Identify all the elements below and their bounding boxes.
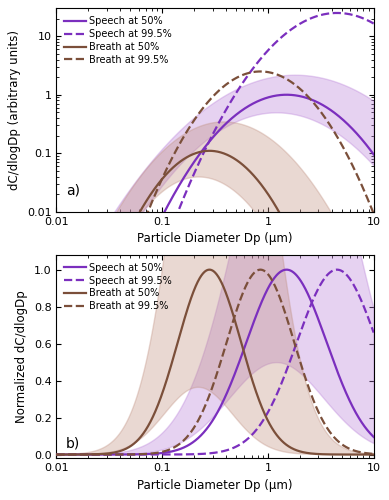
Speech at 99.5% [371,330,376,336]
Breath at 99.5% [74,452,78,458]
Speech at 50% [256,306,261,312]
Y-axis label: dC/dlogDp (arbitrary units): dC/dlogDp (arbitrary units) [8,30,21,190]
Breath at 99.5% [247,277,251,283]
Breath at 50% [247,368,252,374]
Speech at 99.5% [335,10,340,16]
Breath at 50% [257,178,261,184]
Breath at 50% [54,444,59,450]
Breath at 99.5% [328,429,332,435]
Speech at 99.5% [256,58,261,64]
Speech at 99.5% [327,10,332,16]
Speech at 50% [295,274,300,280]
Breath at 50% [74,373,78,379]
Breath at 50% [239,160,244,166]
Speech at 50% [247,332,251,338]
Breath at 99.5% [371,210,376,216]
Line: Breath at 50%: Breath at 50% [56,270,374,454]
Legend: Speech at 50%, Speech at 99.5%, Breath at 50%, Breath at 99.5%: Speech at 50%, Speech at 99.5%, Breath a… [61,260,175,314]
Speech at 99.5% [295,339,300,345]
Breath at 50% [295,246,300,252]
Breath at 99.5% [74,446,78,452]
Speech at 99.5% [54,452,59,458]
Breath at 50% [74,452,78,458]
Speech at 99.5% [335,266,340,272]
Speech at 99.5% [238,83,243,89]
Breath at 50% [371,488,376,494]
Breath at 50% [328,452,332,458]
Breath at 50% [239,339,244,345]
Speech at 99.5% [247,434,251,440]
Breath at 50% [247,168,252,174]
Speech at 50% [371,434,376,440]
Speech at 99.5% [247,71,251,77]
Breath at 99.5% [256,68,261,74]
Speech at 50% [54,452,59,458]
X-axis label: Particle Diameter Dp (μm): Particle Diameter Dp (μm) [137,478,293,492]
Speech at 99.5% [371,20,376,26]
Breath at 50% [257,396,261,402]
Speech at 99.5% [256,424,261,430]
Breath at 50% [295,448,300,454]
Line: Speech at 99.5%: Speech at 99.5% [56,270,374,454]
Speech at 50% [328,348,332,354]
Breath at 99.5% [258,68,263,74]
Speech at 50% [247,103,251,109]
Speech at 50% [74,441,78,447]
Line: Speech at 50%: Speech at 50% [56,270,374,454]
Line: Breath at 99.5%: Breath at 99.5% [56,270,374,454]
Speech at 50% [284,266,289,272]
Speech at 50% [328,106,332,112]
Text: a): a) [66,184,80,198]
Breath at 50% [207,266,212,272]
Speech at 50% [74,452,78,458]
X-axis label: Particle Diameter Dp (μm): Particle Diameter Dp (μm) [137,232,293,245]
Legend: Speech at 50%, Speech at 99.5%, Breath at 50%, Breath at 99.5%: Speech at 50%, Speech at 99.5%, Breath a… [61,13,175,68]
Speech at 50% [295,92,300,98]
Breath at 50% [371,452,376,458]
Line: Breath at 50%: Breath at 50% [56,151,374,491]
Breath at 50% [54,452,59,458]
Speech at 50% [371,152,376,158]
Breath at 99.5% [256,267,261,273]
Breath at 50% [328,331,332,337]
Speech at 99.5% [74,452,78,458]
Speech at 99.5% [295,22,300,28]
Breath at 99.5% [247,70,251,76]
Speech at 50% [256,98,261,104]
Breath at 50% [207,148,212,154]
Speech at 50% [284,92,289,98]
Y-axis label: Normalized dC/dlogDp: Normalized dC/dlogDp [15,290,28,423]
Speech at 99.5% [327,270,332,276]
Speech at 50% [238,108,243,114]
Breath at 99.5% [258,266,263,272]
Speech at 50% [238,355,243,361]
Breath at 99.5% [295,350,300,356]
Breath at 99.5% [54,452,59,458]
Line: Speech at 50%: Speech at 50% [56,94,374,500]
Line: Breath at 99.5%: Breath at 99.5% [56,72,374,500]
Breath at 99.5% [371,451,376,457]
Breath at 99.5% [328,122,332,128]
Speech at 99.5% [238,441,243,447]
Text: b): b) [66,436,80,450]
Line: Speech at 99.5%: Speech at 99.5% [56,13,374,500]
Breath at 99.5% [238,73,243,79]
Breath at 99.5% [295,84,300,89]
Breath at 99.5% [238,296,243,302]
